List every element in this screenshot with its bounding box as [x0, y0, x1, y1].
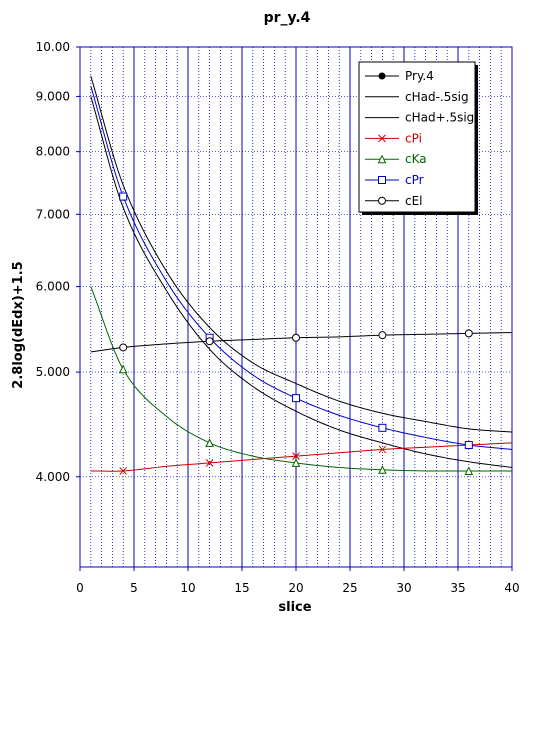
- series-line-chad-5sig: [90, 75, 513, 433]
- x-tick-label: 20: [288, 581, 303, 595]
- data-point: [205, 337, 214, 346]
- legend-label: cPr: [405, 173, 424, 187]
- y-tick-label: 5.000: [36, 365, 70, 379]
- x-tick-label: 30: [396, 581, 411, 595]
- x-tick-label: 40: [504, 581, 519, 595]
- data-point: [378, 196, 386, 205]
- y-tick-label: 4.000: [36, 470, 70, 484]
- data-point: [378, 72, 386, 80]
- data-point: [378, 176, 386, 184]
- series-lines: [90, 75, 513, 472]
- series-line-cka: [90, 286, 512, 472]
- axes: 0 5 10 15 20 25 30 35 40 4.000 5.000 6.000 7.000 8.00…: [36, 40, 520, 595]
- series-line-chad-5sig: [90, 96, 513, 468]
- chart-title: pr_y.4: [264, 10, 311, 26]
- data-point: [464, 441, 473, 450]
- data-point: [119, 467, 128, 475]
- grid: [80, 46, 512, 567]
- series-markers: [118, 192, 474, 475]
- data-point: [118, 364, 128, 374]
- data-point: [205, 459, 214, 467]
- x-tick-label: 0: [76, 581, 84, 595]
- data-point: [291, 458, 301, 467]
- data-point: [464, 329, 473, 338]
- data-point: [292, 333, 300, 342]
- data-point: [378, 465, 387, 474]
- y-tick-label: 9.000: [36, 89, 70, 103]
- legend-label: cEl: [405, 194, 423, 208]
- series-line-cpr: [90, 85, 513, 450]
- data-point: [292, 394, 300, 403]
- data-point: [119, 192, 128, 201]
- data-point: [464, 466, 474, 475]
- data-point: [119, 343, 128, 352]
- legend-box: [358, 61, 476, 213]
- legend-label: cPi: [405, 131, 422, 145]
- y-tick-label: 6.000: [36, 280, 70, 294]
- y-tick-label: 7.000: [36, 207, 70, 221]
- legend: Pry.4 cHad-.5sig cHad+.5sig cPi cKa cPr cEl: [358, 61, 478, 215]
- x-tick-label: 15: [234, 581, 249, 595]
- legend-label: cHad-.5sig: [405, 90, 469, 104]
- data-point: [378, 331, 387, 340]
- series-line-cpi: [90, 442, 513, 472]
- y-tick-label: 10.00: [36, 40, 70, 54]
- legend-label: cHad+.5sig: [405, 111, 474, 125]
- y-axis-label: 2.8log(dEdx)+1.5: [11, 261, 26, 388]
- x-axis-label: slice: [278, 600, 311, 615]
- legend-label: Pry.4: [405, 69, 434, 83]
- x-tick-label: 35: [450, 581, 465, 595]
- data-point: [378, 423, 387, 432]
- legend-label: cKa: [405, 152, 427, 166]
- y-tick-label: 8.000: [36, 145, 70, 159]
- data-point: [292, 452, 300, 460]
- x-tick-label: 10: [180, 581, 195, 595]
- data-point: [378, 134, 386, 143]
- data-point: [378, 445, 387, 454]
- x-tick-label: 25: [342, 581, 357, 595]
- x-tick-label: 5: [130, 581, 138, 595]
- data-point: [205, 438, 214, 447]
- data-point: [377, 154, 387, 164]
- series-line-cel: [90, 332, 513, 353]
